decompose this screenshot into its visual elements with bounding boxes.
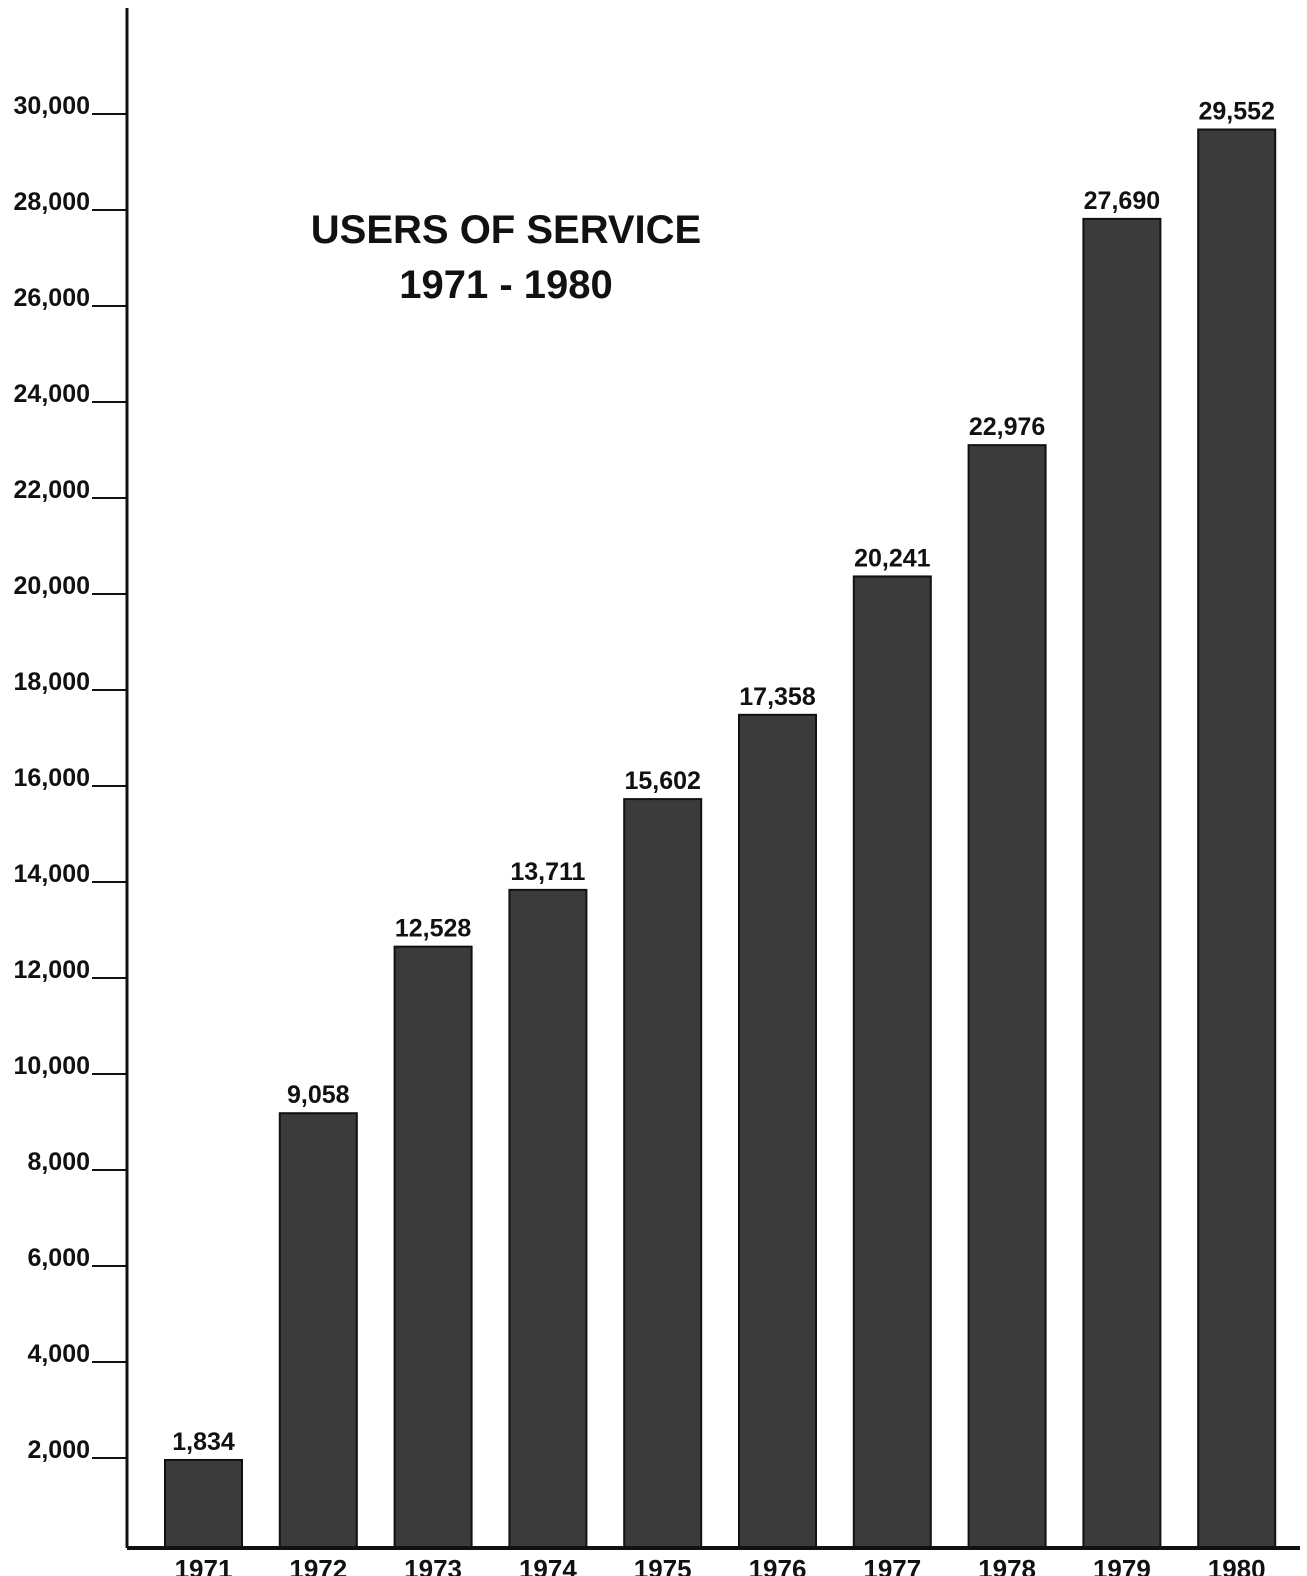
- bar: [393, 945, 473, 1549]
- bars-group: [164, 128, 1277, 1550]
- x-category-label: 1977: [863, 1554, 921, 1576]
- y-tick-label: 24,000: [14, 380, 90, 408]
- y-tick-label: 4,000: [27, 1340, 90, 1368]
- y-tick-label: 8,000: [27, 1148, 90, 1176]
- bar-value-label: 1,834: [172, 1428, 235, 1456]
- y-tick-label: 22,000: [14, 476, 90, 504]
- x-category-label: 1976: [749, 1554, 807, 1576]
- bar-value-label: 20,241: [854, 544, 931, 572]
- bar-value-label: 12,528: [395, 915, 472, 943]
- y-tick-label: 20,000: [14, 572, 90, 600]
- y-tick-label: 12,000: [14, 956, 90, 984]
- x-category-label: 1975: [634, 1554, 692, 1576]
- y-tick-label: 18,000: [14, 668, 90, 696]
- x-category-label: 1980: [1208, 1554, 1266, 1576]
- x-category-label: 1972: [289, 1554, 347, 1576]
- y-ticks-group: 2,000 4,000 6,000 8,000 10,000 12,000 14,000 16…: [14, 92, 127, 1464]
- bar: [164, 1458, 243, 1550]
- bar-value-label: 27,690: [1084, 187, 1160, 215]
- x-category-label: 1971: [175, 1554, 233, 1576]
- x-labels-group: 1971 1972 1973 1974 1975 1976 1977 1978 1979 1980: [175, 1554, 1266, 1576]
- y-tick-label: 2,000: [27, 1436, 90, 1464]
- x-category-label: 1978: [978, 1554, 1036, 1576]
- y-tick-label: 14,000: [14, 860, 90, 888]
- bar: [1197, 128, 1277, 1549]
- bar: [1082, 217, 1162, 1549]
- chart-title: USERS OF SERVICE: [311, 208, 701, 252]
- bar-value-label: 29,552: [1198, 98, 1274, 126]
- x-category-label: 1979: [1093, 1554, 1151, 1576]
- y-tick-label: 30,000: [14, 92, 90, 120]
- bar-value-label: 22,976: [969, 413, 1045, 441]
- bar-value-label: 9,058: [287, 1081, 350, 1109]
- chart-subtitle: 1971 - 1980: [399, 263, 613, 307]
- x-category-label: 1974: [519, 1554, 577, 1576]
- bar-value-label: 17,358: [739, 683, 816, 711]
- y-tick-label: 28,000: [14, 188, 90, 216]
- x-category-label: 1973: [404, 1554, 462, 1576]
- y-tick-label: 10,000: [14, 1052, 90, 1080]
- bar-value-label: 13,711: [510, 858, 585, 886]
- bar: [738, 713, 817, 1549]
- bar: [508, 888, 588, 1549]
- y-tick-label: 16,000: [14, 764, 90, 792]
- y-tick-label: 6,000: [27, 1244, 90, 1272]
- bar: [967, 444, 1047, 1550]
- bar-value-label: 15,602: [624, 767, 700, 795]
- bar: [623, 798, 703, 1549]
- bar: [852, 575, 932, 1549]
- y-tick-label: 26,000: [14, 284, 90, 312]
- bar: [278, 1112, 358, 1549]
- data-labels-group: 1,834 9,058 12,528 13,711 15,602 17,358 20,241…: [172, 98, 1275, 1456]
